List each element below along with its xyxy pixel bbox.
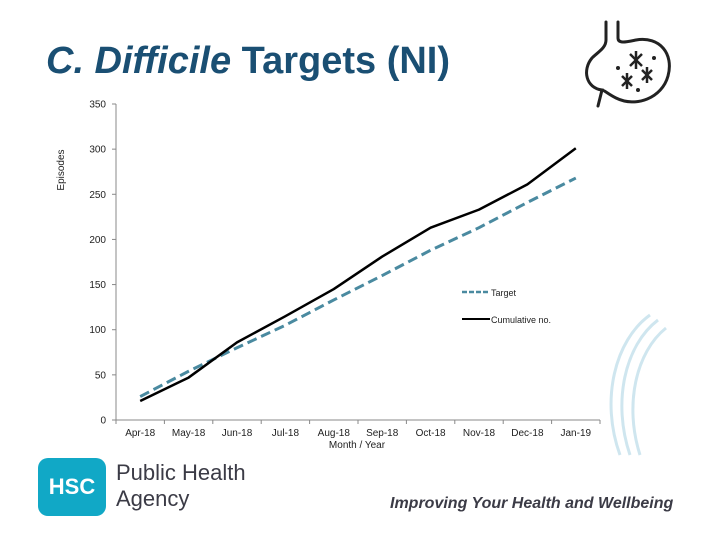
x-tick-label: Nov-18 (463, 428, 496, 439)
x-tick-label: Dec-18 (511, 428, 544, 439)
y-tick-label: 100 (89, 325, 106, 336)
x-tick-label: Jun-18 (222, 428, 253, 439)
legend-label: Target (491, 288, 517, 298)
title-rest: Targets (NI) (231, 40, 450, 82)
title-organism: C. Difficile (46, 40, 232, 82)
x-tick-label: Jan-19 (561, 428, 592, 439)
slide-title: C. Difficile Targets (NI) (46, 40, 450, 83)
agency-line-1: Public Health (116, 460, 246, 485)
y-tick-label: 350 (89, 100, 106, 111)
tagline: Improving Your Health and Wellbeing (390, 495, 674, 512)
legend-label: Cumulative no. (491, 315, 551, 325)
x-tick-label: Jul-18 (272, 428, 300, 439)
stomach-bacteria-icon (585, 20, 671, 108)
hsc-logo-mark: HSC (38, 458, 106, 516)
x-tick-label: Oct-18 (416, 428, 446, 439)
x-tick-label: Apr-18 (125, 428, 155, 439)
x-tick-label: Aug-18 (318, 428, 351, 439)
x-tick-label: May-18 (172, 428, 206, 439)
x-axis-label: Month / Year (329, 440, 386, 451)
y-tick-label: 0 (100, 416, 106, 427)
series-line-cumulative-no (139, 147, 577, 403)
y-axis-label: Episodes (56, 149, 67, 191)
y-tick-label: 50 (95, 370, 107, 381)
y-tick-label: 300 (89, 145, 106, 156)
x-tick-label: Sep-18 (366, 428, 399, 439)
y-tick-label: 250 (89, 190, 106, 201)
agency-name: Public Health Agency (116, 460, 246, 512)
agency-line-2: Agency (116, 486, 190, 511)
y-tick-label: 200 (89, 235, 106, 246)
y-tick-label: 150 (89, 280, 106, 291)
decorative-swoosh (609, 313, 667, 456)
